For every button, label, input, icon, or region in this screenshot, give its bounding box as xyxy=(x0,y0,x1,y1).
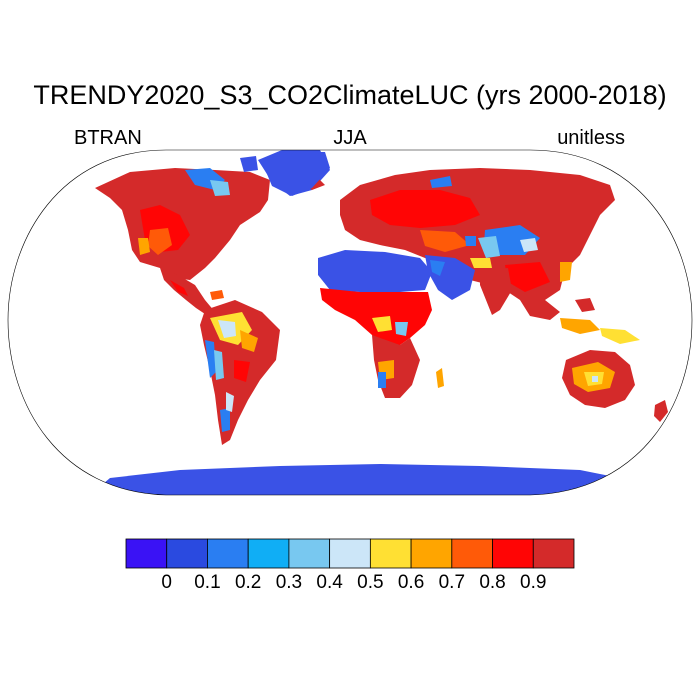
colorbar-segment xyxy=(247,538,290,569)
colorbar-tick-label: 0.9 xyxy=(520,572,547,593)
colorbar-segment xyxy=(288,538,331,569)
colorbar-segment xyxy=(125,538,168,569)
new-zealand xyxy=(654,400,668,422)
arabia xyxy=(425,255,475,300)
australia xyxy=(562,350,635,408)
central-america xyxy=(160,268,224,316)
south-america xyxy=(200,300,280,445)
colorbar-segment xyxy=(410,538,453,569)
colorbar-tick-label: 0.2 xyxy=(234,572,262,593)
map-title: TRENDY2020_S3_CO2ClimateLUC (yrs 2000-20… xyxy=(33,80,667,110)
colorbar-segment xyxy=(166,538,208,569)
colorbar-segment xyxy=(532,538,575,569)
africa xyxy=(318,250,444,398)
colorbar-tick-label: 0.3 xyxy=(275,572,303,593)
colorbar-tick-label: 0.7 xyxy=(438,572,466,593)
colorbar-segment xyxy=(492,538,534,569)
greenland xyxy=(262,152,330,196)
map-boundary xyxy=(7,149,693,496)
eurasia xyxy=(340,168,615,300)
season-label: JJA xyxy=(333,127,367,149)
colorbar-tick-label: 0.5 xyxy=(357,572,384,593)
variable-label: BTRAN xyxy=(74,127,142,149)
southeast-asia xyxy=(520,298,640,344)
antarctica xyxy=(90,464,640,495)
colorbar-tick-label: 0.8 xyxy=(479,572,506,593)
colorbar-segment xyxy=(369,538,412,569)
colorbar-segment xyxy=(451,538,493,569)
units-label: unitless xyxy=(557,127,625,149)
colorbar-tick-label: 0.6 xyxy=(397,572,425,593)
india xyxy=(480,268,512,315)
colorbar-tick-label: 0.4 xyxy=(316,572,343,593)
colorbar-segment xyxy=(207,538,249,569)
colorbar-tick-label: 0 xyxy=(161,572,173,593)
colorbar-segment xyxy=(329,538,371,569)
colorbar-tick-label: 0.1 xyxy=(194,572,221,593)
